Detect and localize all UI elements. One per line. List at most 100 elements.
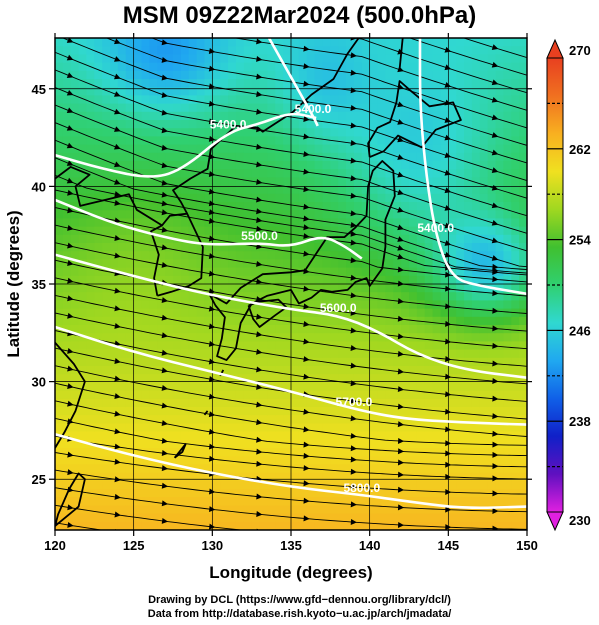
field-cell [401, 210, 410, 219]
field-cell [251, 193, 261, 203]
field-cell [511, 284, 520, 293]
field-cell [314, 144, 324, 154]
field-cell [393, 489, 402, 498]
streamline-arrow [66, 160, 74, 166]
field-cell [471, 243, 481, 252]
streamline [350, 38, 527, 94]
field-cell [353, 136, 363, 146]
field-cell [141, 111, 150, 121]
field-cell [173, 448, 182, 457]
field-cell [464, 415, 473, 424]
field-cell [125, 472, 135, 482]
contour-label: 5400.0 [210, 118, 247, 132]
field-cell [369, 366, 379, 375]
field-cell [117, 300, 127, 310]
field-cell [78, 292, 88, 301]
field-cell [165, 120, 174, 129]
streamline-arrow [115, 547, 122, 554]
field-cell [393, 464, 402, 474]
field-cell [157, 505, 166, 515]
field-cell [440, 169, 449, 178]
field-cell [212, 349, 221, 359]
field-cell [338, 152, 347, 162]
field-cell [440, 243, 449, 252]
field-cell [149, 415, 158, 424]
streamline-arrow [114, 428, 121, 435]
field-cell [338, 234, 347, 244]
field-cell [306, 128, 316, 137]
field-cell [243, 390, 253, 400]
field-cell [251, 513, 261, 523]
field-cell [511, 349, 520, 359]
field-cell [306, 480, 316, 490]
field-cell [440, 161, 449, 170]
field-cell [369, 407, 379, 416]
field-cell [314, 341, 324, 351]
streamline-arrow [67, 504, 74, 511]
field-cell [86, 38, 95, 47]
field-cell [228, 210, 237, 219]
field-cell [511, 333, 520, 342]
field-cell [110, 366, 119, 375]
field-cell [267, 111, 276, 121]
field-cell [314, 431, 324, 441]
field-cell [503, 79, 512, 88]
field-cell [393, 292, 402, 301]
field-cell [94, 234, 103, 244]
field-cell [283, 366, 292, 375]
field-cell [212, 120, 221, 129]
coastline [173, 443, 187, 459]
field-cell [251, 161, 261, 170]
field-cell [424, 464, 434, 474]
field-cell [157, 333, 166, 342]
field-cell [196, 202, 206, 211]
field-cell [86, 120, 95, 129]
field-cell [259, 325, 268, 334]
field-cell [456, 70, 465, 80]
field-cell [291, 111, 300, 121]
streamline-arrow [66, 107, 74, 114]
field-cell [204, 513, 213, 523]
field-cell [149, 439, 158, 449]
field-cell [361, 169, 371, 178]
field-cell [117, 456, 127, 465]
field-cell [165, 316, 174, 326]
field-cell [275, 243, 284, 252]
field-cell [86, 234, 95, 244]
field-cell [94, 70, 103, 80]
field-cell [471, 87, 481, 96]
field-cell [369, 439, 379, 449]
field-cell [464, 54, 473, 64]
field-cell [377, 202, 386, 211]
field-cell [322, 251, 331, 260]
field-cell [78, 169, 88, 178]
field-cell [314, 480, 324, 490]
field-cell [141, 79, 150, 88]
field-cell [440, 349, 449, 359]
field-cell [212, 259, 221, 269]
field-cell [78, 308, 88, 318]
field-cell [503, 292, 512, 301]
streamline-arrow [67, 451, 74, 458]
field-cell [125, 464, 135, 474]
field-cell [173, 325, 182, 334]
field-cell [369, 152, 379, 162]
field-cell [479, 79, 489, 88]
field-cell [133, 128, 143, 137]
field-cell [173, 423, 182, 433]
field-cell [235, 95, 245, 105]
field-cell [259, 267, 268, 277]
streamline-arrow [397, 224, 404, 231]
field-cell [117, 120, 127, 129]
field-cell [125, 79, 135, 88]
field-cell [212, 382, 221, 392]
field-cell [220, 144, 229, 154]
field-cell [157, 79, 166, 88]
streamline-arrow [397, 206, 404, 213]
field-cell [220, 513, 229, 523]
field-cell [361, 202, 371, 211]
field-cell [291, 333, 300, 342]
field-cell [409, 177, 418, 187]
field-cell [283, 275, 292, 285]
